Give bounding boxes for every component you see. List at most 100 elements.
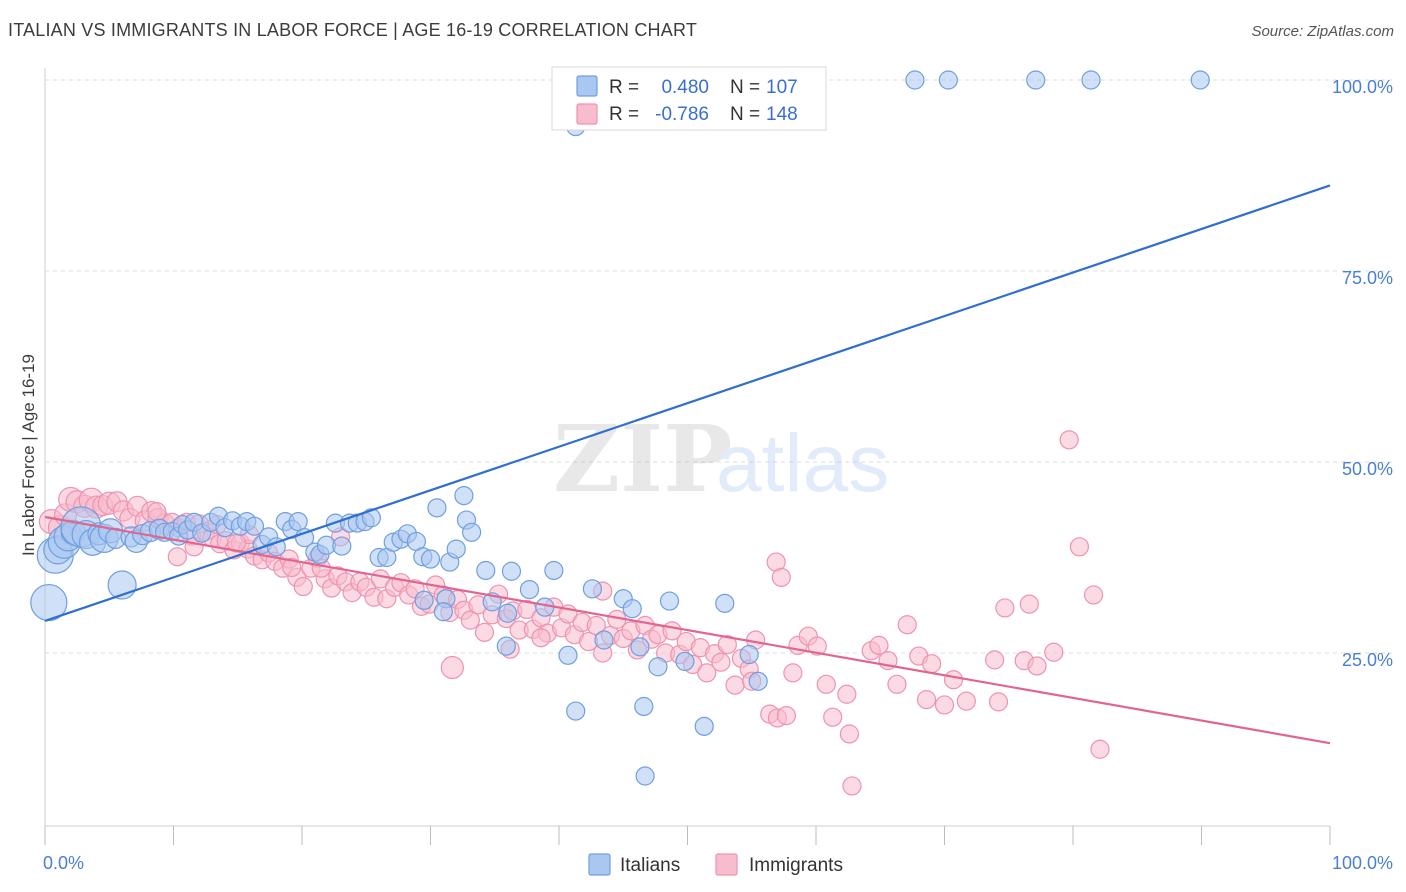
series-legend: Italians Immigrants (588, 853, 843, 876)
bottom-legend-swatch-immigrants (715, 853, 738, 876)
chart-source: Source: ZipAtlas.com (1251, 23, 1394, 40)
immigrants-point (842, 776, 862, 796)
italians-point (414, 590, 434, 610)
italians-point (446, 539, 466, 559)
y-axis-tick-labels: 25.0% 50.0% 75.0% 100.0% (1332, 77, 1393, 670)
legend-r-label-immigrants: R = (609, 104, 639, 125)
italians-point (501, 561, 522, 581)
y-tick-label: 25.0% (1342, 650, 1393, 670)
immigrants-point (776, 706, 797, 726)
immigrants-point (771, 567, 791, 587)
watermark: ZIP atlas (553, 405, 889, 513)
immigrants-point (1059, 430, 1079, 450)
legend-swatch-immigrants (576, 103, 598, 125)
italians-point (462, 522, 482, 542)
immigrants-point (1044, 642, 1064, 662)
italians-point (433, 602, 453, 622)
legend-swatch-italians (576, 75, 598, 97)
immigrants-point (167, 547, 187, 567)
immigrants-point (783, 663, 803, 683)
immigrants-point (985, 650, 1005, 670)
italians-point (496, 636, 516, 656)
x-tick-label-max: 100.0% (1332, 853, 1393, 873)
immigrants-point (282, 557, 302, 578)
immigrants-point (823, 707, 843, 727)
italians-point (748, 671, 768, 691)
immigrants-point (460, 610, 480, 630)
italians-point (1026, 70, 1046, 90)
legend-n-label-italians: N = (730, 77, 760, 98)
immigrants-point (816, 674, 836, 694)
italians-point (694, 716, 714, 736)
immigrants-point (934, 695, 955, 715)
legend-n-value-immigrants: 148 (766, 104, 798, 125)
italians-point (905, 70, 925, 90)
immigrants-point (916, 690, 937, 710)
stats-legend-box (551, 66, 827, 131)
italians-point (659, 591, 680, 611)
immigrants-point (531, 628, 551, 648)
italians-trend-line (44, 184, 1331, 622)
legend-r-label-italians: R = (609, 77, 639, 98)
italians-point (938, 70, 958, 90)
watermark-zip: ZIP (553, 405, 732, 513)
legend-n-value-italians: 107 (766, 77, 798, 98)
italians-point (739, 644, 759, 665)
italians-point (361, 508, 381, 528)
immigrants-point (717, 634, 737, 655)
immigrants-point (956, 691, 976, 711)
italians-point (454, 486, 474, 506)
italians-point (1081, 70, 1101, 90)
immigrants-point (474, 622, 495, 642)
immigrants-point (1069, 537, 1090, 557)
bottom-legend-swatch-italians (588, 853, 611, 876)
italians-point (476, 560, 496, 581)
italians-point (594, 630, 614, 650)
bottom-legend-label-italians: Italians (620, 855, 680, 876)
italians-point (715, 593, 735, 613)
immigrants-point (887, 674, 907, 694)
immigrants-point (1027, 656, 1047, 676)
bottom-legend-label-immigrants: Immigrants (749, 855, 843, 876)
immigrants-point (897, 615, 917, 635)
italians-points (30, 70, 1210, 786)
italians-point (288, 511, 308, 532)
immigrants-point (711, 652, 731, 672)
italians-point (427, 498, 447, 518)
immigrants-point (943, 670, 964, 690)
italians-point (582, 579, 603, 599)
y-axis-title: In Labor Force | Age 16-19 (19, 354, 38, 556)
x-axis-ticks (44, 826, 1331, 845)
italians-point (544, 560, 564, 581)
x-tick-label-min: 0.0% (43, 853, 84, 873)
italians-point (498, 603, 518, 623)
legend-r-value-immigrants: -0.786 (655, 104, 709, 125)
immigrants-point (1090, 739, 1110, 759)
gridlines (45, 79, 1392, 654)
immigrants-point (869, 635, 889, 655)
italians-point (622, 599, 642, 619)
italians-point (332, 536, 352, 556)
italians-point (634, 696, 654, 717)
y-tick-label: 75.0% (1342, 268, 1393, 288)
legend-r-value-italians: 0.480 (661, 77, 709, 98)
legend-n-label-immigrants: N = (730, 104, 760, 125)
immigrants-point (147, 502, 167, 522)
italians-point (244, 516, 265, 536)
italians-point (558, 645, 578, 665)
italians-point (566, 701, 586, 721)
immigrants-point (839, 724, 860, 744)
chart-title: ITALIAN VS IMMIGRANTS IN LABOR FORCE | A… (8, 20, 698, 40)
immigrants-point (995, 598, 1015, 618)
italians-point (635, 766, 655, 786)
immigrants-point (922, 654, 942, 674)
y-tick-label: 100.0% (1332, 77, 1393, 97)
italians-point (648, 657, 668, 677)
immigrants-point (807, 636, 827, 656)
italians-point (1190, 70, 1210, 90)
watermark-atlas: atlas (716, 418, 889, 509)
immigrants-point (293, 576, 313, 597)
stats-legend: R = 0.480 N = 107 R = -0.786 N = 148 (551, 66, 827, 131)
italians-point (630, 637, 650, 657)
